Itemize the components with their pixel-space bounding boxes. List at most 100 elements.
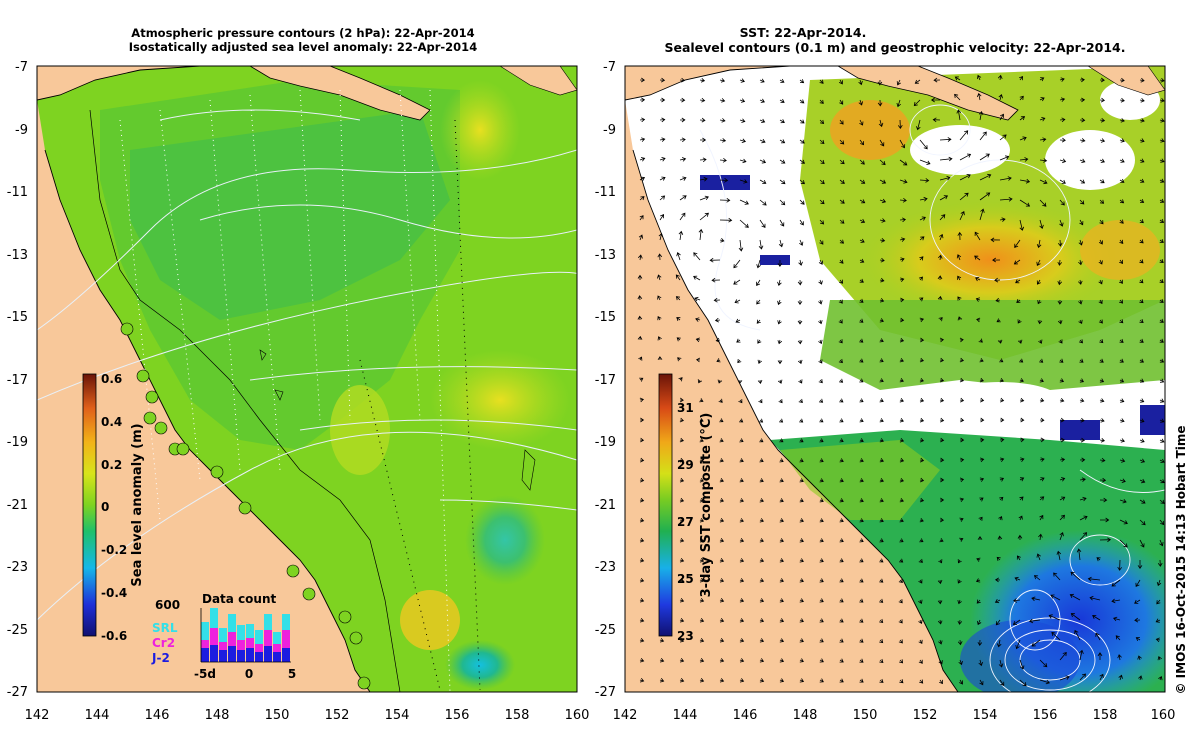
velocity-arrow: [1076, 548, 1082, 561]
velocity-arrow: [879, 618, 884, 623]
velocity-arrow: [759, 538, 764, 543]
velocity-arrow: [1119, 539, 1128, 548]
right-map[interactable]: [625, 66, 1190, 710]
velocity-arrow: [859, 638, 864, 643]
left-colorbar: 0.6 0.4 0.2 0 -0.2 -0.4 -0.6 Sea level a…: [82, 372, 145, 643]
left-altimeter-tracks-dark: [359, 119, 481, 691]
velocity-arrow: [839, 199, 845, 204]
velocity-arrow: [719, 598, 725, 603]
velocity-arrow: [739, 518, 744, 523]
velocity-arrow: [1139, 358, 1145, 363]
velocity-arrow: [657, 295, 662, 301]
velocity-arrow: [994, 277, 1001, 283]
velocity-arrow: [759, 638, 765, 643]
right-colorbar-tick: 27: [677, 515, 694, 529]
velocity-arrow: [859, 438, 864, 443]
velocity-arrow: [1139, 198, 1145, 203]
velocity-arrow: [1056, 550, 1062, 561]
right-sst-cool2: [960, 620, 1080, 692]
velocity-arrow: [859, 518, 864, 523]
velocity-arrow: [699, 658, 705, 663]
velocity-arrow: [1019, 219, 1025, 231]
velocity-arrow: [859, 139, 865, 146]
velocity-arrow: [638, 234, 644, 241]
velocity-arrow: [994, 598, 1001, 604]
left-x-tick: 142: [25, 708, 50, 723]
velocity-arrow: [819, 598, 824, 603]
velocity-arrow: [699, 618, 705, 623]
velocity-arrow: [657, 315, 662, 321]
left-colorbar-tick: 0.6: [101, 372, 122, 386]
velocity-arrow: [974, 231, 981, 241]
velocity-arrow: [1119, 398, 1125, 403]
velocity-arrow: [799, 139, 805, 144]
velocity-arrow: [739, 678, 745, 683]
velocity-arrow: [679, 457, 685, 463]
left-y-tick: -23: [7, 560, 28, 575]
velocity-arrow: [839, 638, 844, 643]
velocity-arrow: [899, 398, 904, 403]
velocity-arrow: [759, 199, 767, 206]
velocity-arrow: [879, 658, 884, 663]
velocity-arrow: [1028, 618, 1041, 624]
left-title-line1: Atmospheric pressure contours (2 hPa): 2…: [131, 26, 474, 40]
credit-text: © IMOS 16-Oct-2015 14:13 Hobart Time: [1174, 425, 1188, 694]
velocity-arrow: [919, 357, 925, 363]
velocity-arrow: [1059, 477, 1066, 482]
velocity-arrow: [1078, 339, 1083, 344]
velocity-arrow: [1159, 398, 1165, 403]
velocity-arrow: [1039, 659, 1048, 668]
velocity-arrow: [679, 638, 685, 643]
velocity-arrow: [818, 319, 823, 325]
velocity-arrow: [959, 497, 964, 503]
velocity-arrow: [999, 113, 1004, 121]
velocity-arrow: [757, 339, 762, 344]
velocity-arrow: [1119, 138, 1125, 143]
velocity-arrow: [779, 199, 786, 206]
left-sla-coral: [130, 110, 450, 320]
velocity-arrow: [1119, 498, 1127, 504]
velocity-arrow: [1019, 199, 1031, 207]
velocity-arrow: [1118, 674, 1123, 681]
velocity-arrow: [1098, 259, 1103, 265]
velocity-arrow: [716, 358, 721, 363]
velocity-arrow: [977, 74, 982, 81]
velocity-arrow: [713, 297, 721, 303]
velocity-arrow: [1039, 378, 1044, 383]
velocity-arrow: [954, 93, 961, 101]
velocity-arrow: [899, 497, 904, 503]
velocity-arrow: [719, 78, 726, 83]
velocity-arrow: [798, 398, 803, 404]
velocity-arrow: [739, 638, 745, 643]
velocity-arrow: [1018, 515, 1023, 521]
velocity-arrow: [1036, 259, 1041, 267]
velocity-arrow: [1119, 438, 1125, 443]
velocity-arrow: [799, 638, 804, 643]
velocity-arrow: [939, 337, 945, 343]
velocity-arrow: [1059, 398, 1065, 403]
velocity-arrow: [779, 179, 786, 185]
velocity-arrow: [1134, 617, 1141, 623]
velocity-arrow: [637, 335, 643, 341]
velocity-arrow: [1059, 199, 1065, 206]
velocity-arrow: [1159, 539, 1164, 547]
right-title: SST: 22-Apr-2014. Sealevel contours (0.1…: [664, 25, 1125, 55]
velocity-arrow: [859, 598, 864, 603]
left-map[interactable]: [37, 66, 591, 692]
velocity-arrow: [1019, 457, 1025, 462]
velocity-arrow: [1134, 599, 1141, 604]
velocity-arrow: [899, 477, 904, 483]
velocity-arrow: [699, 518, 705, 523]
right-y-tick: -25: [595, 623, 616, 638]
velocity-arrow: [1099, 398, 1105, 403]
velocity-arrow: [899, 538, 904, 543]
velocity-arrow: [1039, 137, 1047, 142]
velocity-arrow: [639, 176, 646, 181]
velocity-arrow: [819, 239, 824, 245]
velocity-arrow: [1013, 259, 1021, 265]
velocity-arrow: [939, 517, 945, 523]
data-count-scale: 600: [155, 598, 180, 612]
velocity-arrow: [679, 497, 685, 503]
velocity-arrow: [1048, 614, 1061, 621]
